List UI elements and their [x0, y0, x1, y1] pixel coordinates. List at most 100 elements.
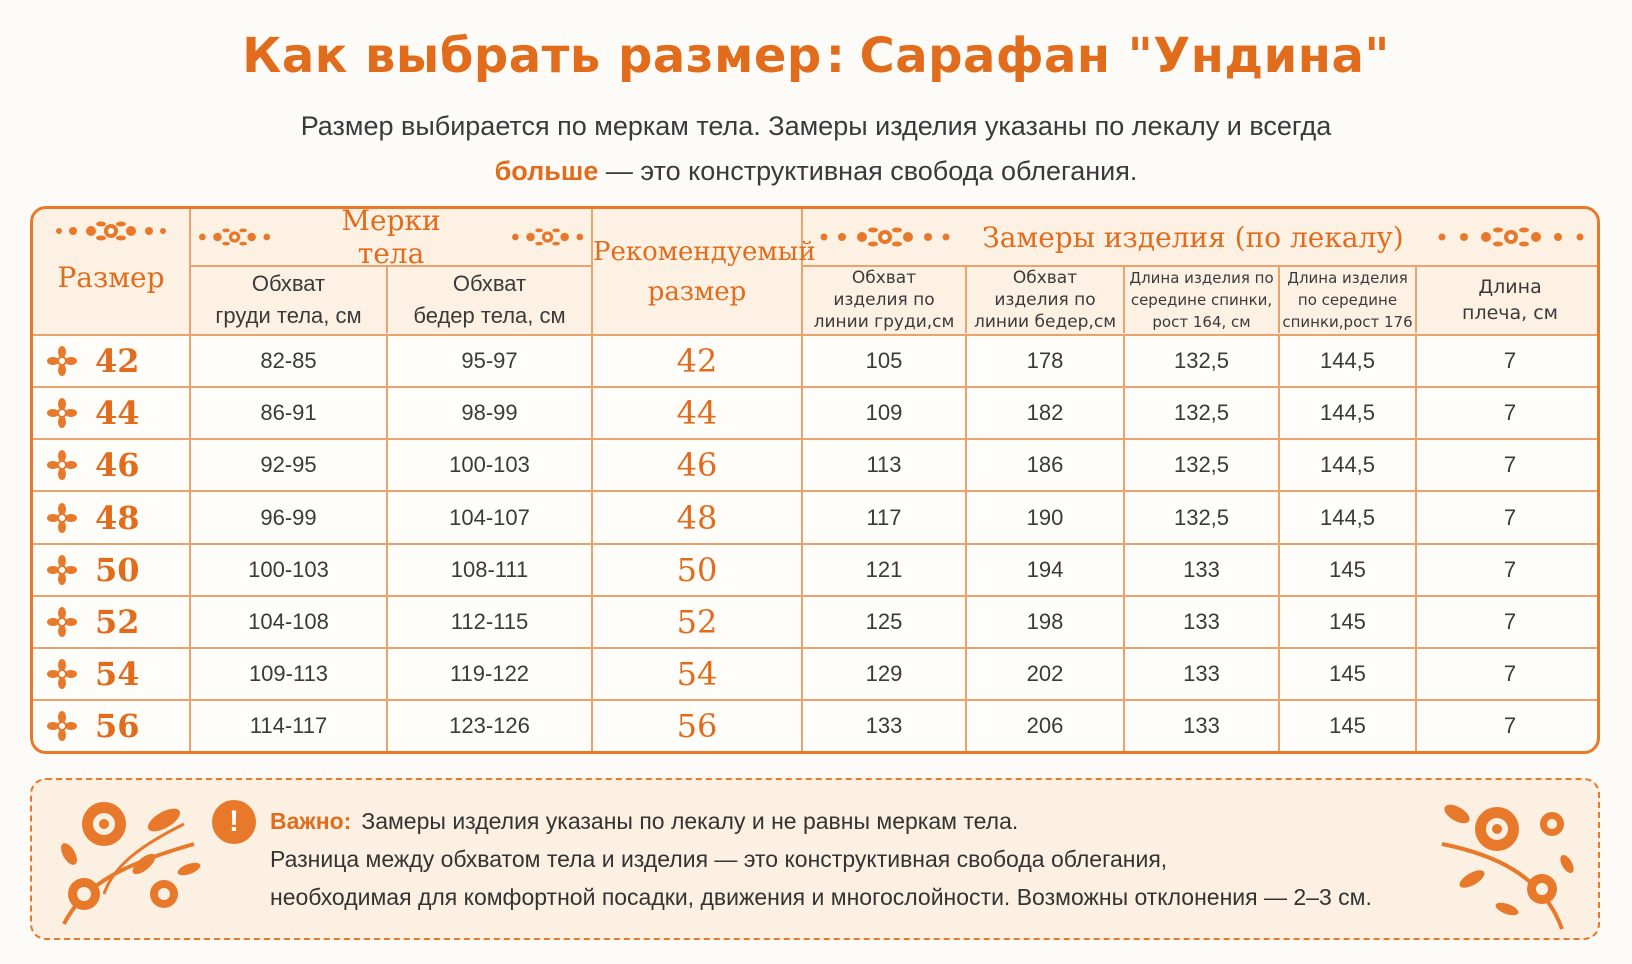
- garment-chest-value: 113: [801, 438, 967, 493]
- length-176-value: 144,5: [1278, 333, 1417, 389]
- size-value: 50: [95, 550, 140, 589]
- size-value: 54: [95, 655, 140, 694]
- title-main: Как выбрать размер: [242, 28, 822, 84]
- subtitle-line-2: больше — это конструктивная свобода обле…: [0, 149, 1632, 194]
- header-garment-band: Замеры изделия (по лекалу): [803, 209, 1597, 267]
- note-line-2: Разница между обхватом тела и изделия — …: [270, 846, 1168, 872]
- header-recommended: Рекомендуемый размер: [591, 209, 816, 336]
- ornament-icon: [820, 227, 950, 247]
- size-cell: 42: [33, 333, 191, 389]
- size-cell: 50: [33, 542, 191, 597]
- header-garment-hips-line-3: линии бедер,см: [973, 312, 1117, 332]
- garment-chest-value: 133: [801, 699, 967, 751]
- shoulder-value: 7: [1414, 386, 1597, 441]
- length-164-value: 133: [1123, 542, 1280, 597]
- body-chest-value: 109-113: [189, 646, 388, 702]
- length-164-value: 132,5: [1123, 386, 1280, 441]
- table-row: 42 82-85 95-97 42 105 178 132,5 144,5 7: [33, 333, 1597, 389]
- subtitle-highlight: больше: [494, 156, 599, 186]
- garment-chest-value: 129: [801, 646, 967, 702]
- body-chest-value: 86-91: [189, 386, 388, 441]
- header-garment-chest: Обхват изделия по линии груди,см: [803, 267, 967, 333]
- table-row: 44 86-91 98-99 44 109 182 132,5 144,5 7: [33, 386, 1597, 441]
- header-length-164-line-2: середине спинки,: [1130, 291, 1273, 309]
- page-title: Как выбрать размер: Сарафан "Ундина": [0, 28, 1632, 84]
- header-recommended-line-2: размер: [647, 276, 747, 307]
- subtitle-line-1: Размер выбирается по меркам тела. Замеры…: [300, 111, 1332, 141]
- header-garment-chest-line-3: линии груди,см: [813, 312, 955, 332]
- title-product: Сарафан "Ундина": [859, 28, 1390, 84]
- header-garment-label: Замеры изделия (по лекалу): [982, 220, 1404, 254]
- header-length-176-line-1: Длина изделия: [1287, 269, 1408, 287]
- header-size-label: Размер: [57, 261, 165, 294]
- note-line-1: Важно: Замеры изделия указаны по лекалу и…: [270, 802, 1372, 840]
- size-table: Размер Мерки тела Обхват груди тела, см …: [33, 206, 1597, 751]
- shoulder-value: 7: [1414, 646, 1597, 702]
- shoulder-value: 7: [1414, 542, 1597, 597]
- table-row: 52 104-108 112-115 52 125 198 133 145 7: [33, 594, 1597, 649]
- size-table-frame: Размер Мерки тела Обхват груди тела, см …: [30, 206, 1600, 754]
- length-164-value: 132,5: [1123, 438, 1280, 493]
- size-value: 46: [95, 446, 140, 485]
- header-body-hips: Обхват бедер тела, см: [388, 267, 591, 333]
- recommended-size-value: 54: [591, 646, 803, 702]
- garment-chest-value: 121: [801, 542, 967, 597]
- garment-hips-value: 206: [965, 699, 1125, 751]
- floral-ornament-icon: [61, 802, 201, 925]
- header-length-164-line-1: Длина изделия по: [1129, 269, 1274, 287]
- important-note: ! Важно: Замеры изделия указаны по лекалу…: [30, 778, 1600, 940]
- header-garment-hips: Обхват изделия по линии бедер,см: [967, 267, 1125, 333]
- header-shoulder-line-1: Длина: [1478, 276, 1542, 298]
- body-hips-value: 100-103: [386, 438, 593, 493]
- note-text: Важно: Замеры изделия указаны по лекалу и…: [270, 802, 1372, 916]
- body-hips-value: 108-111: [386, 542, 593, 597]
- body-chest-value: 96-99: [189, 490, 388, 545]
- length-176-value: 145: [1278, 699, 1417, 751]
- ornament-icon: [199, 228, 271, 246]
- body-chest-value: 104-108: [189, 594, 388, 649]
- note-label: Важно:: [270, 808, 352, 834]
- recommended-size-value: 46: [591, 438, 803, 493]
- shoulder-value: 7: [1414, 699, 1597, 751]
- note-line-1-text: Замеры изделия указаны по лекалу и не ра…: [361, 808, 1019, 834]
- body-chest-value: 82-85: [189, 333, 388, 389]
- table-row: 48 96-99 104-107 48 117 190 132,5 144,5 …: [33, 490, 1597, 545]
- flower-icon: [47, 346, 77, 377]
- garment-chest-value: 117: [801, 490, 967, 545]
- length-176-value: 145: [1278, 542, 1417, 597]
- flower-icon: [47, 711, 77, 742]
- header-body-hips-line-2: бедер тела, см: [413, 303, 566, 328]
- floral-ornament-icon: [1441, 804, 1574, 930]
- recommended-size-value: 42: [591, 333, 803, 389]
- garment-hips-value: 198: [965, 594, 1125, 649]
- garment-hips-value: 202: [965, 646, 1125, 702]
- title-separator: :: [825, 28, 846, 84]
- header-length-176-line-3: спинки,рост 176: [1282, 313, 1413, 331]
- table-row: 46 92-95 100-103 46 113 186 132,5 144,5 …: [33, 438, 1597, 493]
- shoulder-value: 7: [1414, 438, 1597, 493]
- recommended-size-value: 52: [591, 594, 803, 649]
- header-body-chest: Обхват груди тела, см: [191, 267, 388, 333]
- size-cell: 54: [33, 646, 191, 702]
- length-164-value: 133: [1123, 646, 1280, 702]
- header-body-chest-line-1: Обхват: [251, 271, 326, 296]
- length-164-value: 132,5: [1123, 490, 1280, 545]
- size-value: 42: [95, 342, 140, 381]
- header-size: Размер: [33, 209, 191, 336]
- size-value: 56: [95, 707, 140, 746]
- recommended-size-value: 48: [591, 490, 803, 545]
- header-body-chest-line-2: груди тела, см: [215, 303, 362, 328]
- recommended-size-value: 50: [591, 542, 803, 597]
- flower-icon: [47, 606, 77, 637]
- size-value: 44: [95, 394, 140, 433]
- header-body-label: Мерки тела: [341, 206, 441, 270]
- size-cell: 52: [33, 594, 191, 649]
- length-164-value: 133: [1123, 699, 1280, 751]
- subtitle-line-2-rest: — это конструктивная свобода облегания.: [598, 156, 1138, 186]
- ornament-icon: [511, 228, 583, 246]
- header-garment-hips-line-1: Обхват: [1012, 268, 1078, 288]
- size-value: 48: [95, 498, 140, 537]
- length-164-value: 132,5: [1123, 333, 1280, 389]
- length-176-value: 144,5: [1278, 438, 1417, 493]
- size-cell: 56: [33, 699, 191, 751]
